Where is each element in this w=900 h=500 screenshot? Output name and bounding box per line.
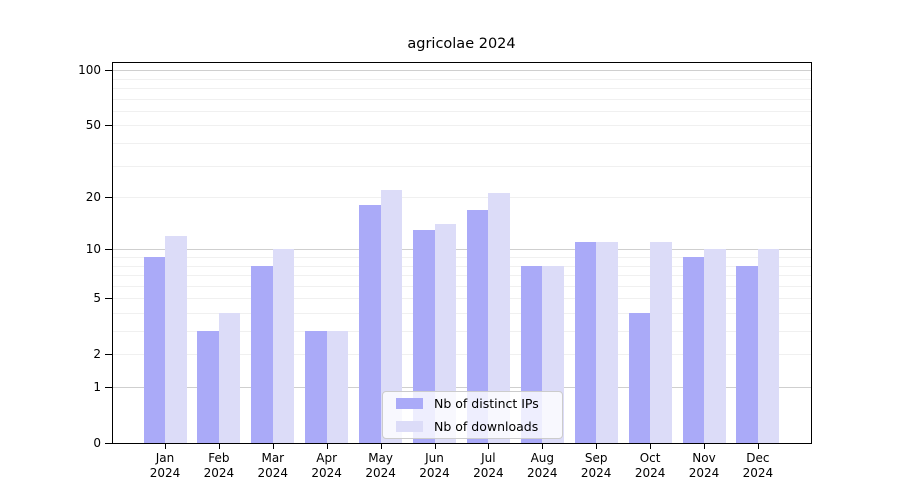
x-tick-label: Oct 2024: [634, 451, 666, 480]
x-tick-mark: [488, 444, 490, 449]
bar-downloads-3: [272, 249, 295, 443]
gridline-major: [112, 249, 811, 251]
y-tick-label: 2: [93, 347, 101, 362]
x-tick-label: Jan 2024: [149, 451, 181, 480]
right-spine: [811, 62, 812, 444]
x-tick-mark: [165, 444, 166, 449]
bar-downloads-5: [380, 189, 403, 443]
legend-label-downloads: Nb of downloads: [434, 419, 539, 434]
x-tick-label: Jun 2024: [419, 451, 450, 480]
y-tick-mark: [105, 125, 112, 127]
x-tick-label: Jul 2024: [473, 451, 504, 480]
y-tick-mark: [105, 70, 112, 72]
x-tick-mark: [326, 444, 328, 449]
x-tick-label: Nov 2024: [688, 451, 720, 480]
gridline-minor: [112, 165, 811, 167]
gridline-minor: [112, 312, 811, 314]
gridline-minor: [112, 275, 811, 277]
y-tick-mark: [105, 249, 112, 251]
bar-ips-5: [359, 205, 381, 443]
x-tick-mark: [218, 444, 220, 449]
gridline-major: [112, 70, 811, 72]
x-tick-label: Aug 2024: [527, 451, 558, 480]
legend-item-downloads: Nb of downloads: [383, 415, 562, 438]
bar-downloads-1: [165, 235, 187, 443]
x-tick-mark: [380, 444, 382, 449]
legend: Nb of distinct IPs Nb of downloads: [382, 391, 563, 439]
x-tick-label: May 2024: [365, 451, 396, 480]
bar-downloads-4: [326, 331, 349, 443]
top-spine: [112, 62, 812, 63]
x-tick-label: Dec 2024: [742, 451, 774, 480]
bar-downloads-9: [596, 242, 618, 443]
x-tick-label: Feb 2024: [203, 451, 235, 480]
legend-item-ips: Nb of distinct IPs: [383, 392, 562, 415]
gridline-minor: [112, 125, 811, 127]
x-tick-mark: [650, 444, 652, 449]
gridline-minor: [112, 331, 811, 333]
x-tick-mark: [272, 444, 274, 449]
x-tick-mark: [704, 444, 705, 449]
y-tick-label: 100: [78, 63, 101, 78]
bar-downloads-11: [704, 249, 726, 443]
x-tick-mark: [596, 444, 598, 449]
gridline-minor: [112, 88, 811, 90]
bar-ips-12: [736, 265, 758, 443]
bar-ips-10: [628, 312, 651, 443]
bar-ips-1: [143, 257, 165, 443]
legend-swatch-ips: [396, 398, 423, 409]
y-tick-label: 5: [93, 291, 101, 306]
y-tick-label: 10: [85, 242, 101, 257]
bar-ips-6: [413, 229, 435, 443]
gridline-minor: [112, 298, 811, 300]
bar-downloads-6: [434, 224, 456, 443]
gridline-minor: [112, 143, 811, 145]
bar-downloads-7: [488, 193, 510, 443]
bar-ips-9: [574, 242, 597, 443]
bar-ips-4: [305, 331, 327, 443]
y-tick-mark: [105, 197, 112, 199]
legend-swatch-downloads: [396, 421, 423, 432]
y-tick-label: 1: [93, 380, 101, 394]
gridline-minor: [112, 257, 811, 258]
y-tick-label: 20: [85, 190, 101, 205]
gridline-minor: [112, 98, 811, 100]
bar-downloads-10: [650, 242, 672, 443]
bar-ips-7: [466, 209, 489, 443]
y-tick-mark: [105, 298, 112, 300]
y-tick-label: 0: [93, 436, 101, 450]
x-tick-mark: [757, 444, 759, 449]
chart-title: agricolae 2024: [407, 36, 516, 52]
gridline-minor: [112, 285, 811, 287]
x-axis-line: [112, 443, 812, 444]
x-tick-label: Mar 2024: [257, 451, 289, 480]
legend-label-ips: Nb of distinct IPs: [434, 396, 539, 411]
y-tick-mark: [105, 443, 112, 444]
x-tick-label: Apr 2024: [311, 451, 342, 480]
gridline-minor: [112, 78, 811, 80]
x-tick-mark: [434, 444, 436, 449]
y-tick-mark: [105, 387, 112, 388]
gridline-minor: [112, 265, 811, 267]
gridline-minor: [112, 110, 811, 112]
bar-downloads-12: [757, 249, 780, 443]
x-tick-label: Sep 2024: [580, 451, 612, 480]
gridline-major: [112, 387, 811, 388]
y-tick-label: 50: [85, 118, 101, 133]
gridline-minor: [112, 354, 811, 356]
x-tick-mark: [542, 444, 544, 449]
y-axis-line: [112, 62, 113, 444]
y-tick-mark: [105, 354, 112, 356]
bar-ips-2: [197, 331, 219, 443]
bar-ips-3: [251, 265, 273, 443]
bar-ips-11: [682, 257, 704, 443]
gridline-minor: [112, 197, 811, 199]
bar-downloads-2: [218, 312, 241, 443]
